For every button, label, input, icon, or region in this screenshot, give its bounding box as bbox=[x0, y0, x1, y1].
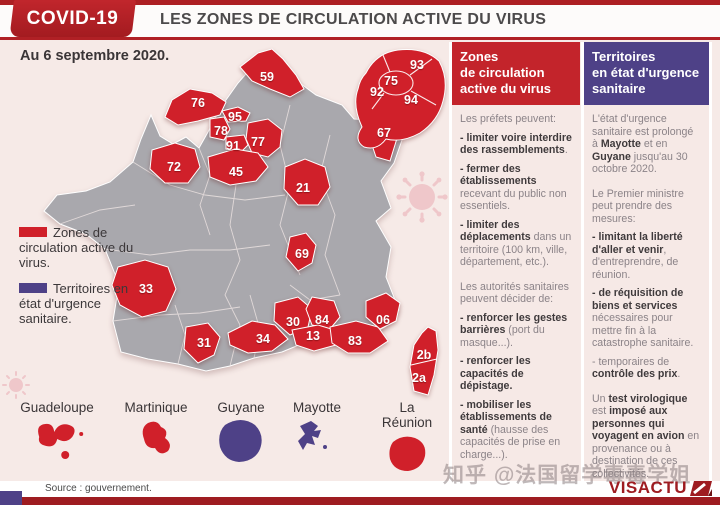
paragraph: - renforcer les gestes barrières (port d… bbox=[460, 311, 568, 349]
panel-urgence-title: Territoires en état d'urgence sanitaire bbox=[584, 42, 709, 106]
dept-shape-78 bbox=[209, 116, 231, 141]
corsica-divider bbox=[410, 358, 438, 366]
paragraph: Les autorités sanitaires peuvent décider… bbox=[460, 280, 569, 306]
dept-shape-59 bbox=[239, 48, 305, 98]
dept-shape-77 bbox=[245, 118, 283, 158]
paragraph: - de réquisition de biens et services né… bbox=[592, 287, 694, 350]
guyane-shape bbox=[219, 420, 262, 462]
panel-urgence-body: L'état d'urgence sanitaire est prolongé … bbox=[584, 105, 709, 490]
overseas-territories-row: Guadeloupe Martinique Guyane bbox=[0, 400, 452, 480]
zones-swatch bbox=[19, 227, 47, 237]
territory-guadeloupe: Guadeloupe bbox=[20, 400, 94, 470]
panel-title-line: en état d'urgence bbox=[592, 65, 700, 81]
paragraph: Les préfets peuvent: bbox=[460, 113, 556, 126]
dept-shape-31 bbox=[183, 322, 221, 364]
legend-item-zones: Zones de circulation active du virus. bbox=[19, 225, 137, 271]
panel-title-line: Territoires bbox=[592, 49, 656, 64]
panel-zones-title: Zones de circulation active du virus bbox=[452, 42, 580, 106]
territory-guyane: Guyane bbox=[209, 400, 273, 470]
dept-shape-76 bbox=[164, 88, 227, 126]
panel-title-line: sanitaire bbox=[592, 81, 646, 97]
dept-shape-69 bbox=[285, 232, 317, 272]
visactu-logo: VISACTU bbox=[609, 478, 712, 498]
dept-shape-21 bbox=[283, 158, 331, 206]
virus-icon-small bbox=[2, 371, 30, 399]
territory-name: Guyane bbox=[217, 400, 265, 415]
mayotte-shape bbox=[298, 421, 327, 450]
territory-la-reunion: La Réunion bbox=[375, 400, 439, 485]
paragraph: Un test virologique est imposé aux perso… bbox=[592, 392, 700, 480]
inset-borders bbox=[371, 54, 437, 110]
panel-zones-body: Les préfets peuvent: - limiter voire int… bbox=[452, 105, 580, 471]
dept-shape-34 bbox=[227, 320, 289, 354]
paragraph: - limitant la liberté d'aller et venir, … bbox=[592, 231, 683, 281]
paragraph: - fermer des établissements recevant du … bbox=[460, 162, 567, 213]
virus-icon bbox=[396, 171, 448, 223]
france-map bbox=[2, 48, 448, 399]
panel-title-line: Zones bbox=[460, 49, 499, 64]
paragraph: - limiter des déplacements dans un terri… bbox=[460, 218, 572, 269]
date-label: Au 6 septembre 2020. bbox=[20, 48, 170, 64]
legend-zones-label: Zones de circulation active du virus. bbox=[19, 225, 134, 270]
paragraph: L'état d'urgence sanitaire est prolongé … bbox=[592, 113, 694, 176]
dept-shape-91 bbox=[225, 134, 249, 154]
territoires-swatch bbox=[19, 282, 47, 293]
covid-badge-label: COVID-19 bbox=[26, 7, 119, 29]
la-reunion-shape bbox=[389, 436, 426, 471]
paragraph: Le Premier ministre peut prendre des mes… bbox=[592, 187, 684, 225]
watermark-text: 知乎 @法国留学毒毒学姐 bbox=[443, 464, 692, 487]
dept-shape-06 bbox=[365, 292, 401, 330]
paris-region-inset bbox=[355, 49, 446, 149]
dept-shape-33 bbox=[111, 259, 177, 318]
paragraph: - renforcer les capacités de dépistage. bbox=[460, 355, 531, 393]
paragraph: - mobiliser les établissements de santé … bbox=[460, 398, 561, 461]
footer-strip: Source : gouvernement. bbox=[0, 481, 720, 497]
martinique-shape bbox=[142, 421, 170, 454]
paragraph: - limiter voire interdire des rassemblem… bbox=[460, 131, 572, 157]
legend-territoires-label: Territoires en état d'urgence sanitaire. bbox=[19, 280, 129, 326]
territory-martinique: Martinique bbox=[124, 400, 188, 470]
territory-name: La Réunion bbox=[381, 400, 433, 430]
legend-item-territoires: Territoires en état d'urgence sanitaire. bbox=[19, 280, 137, 327]
paragraph: - temporaires de contrôle des prix. bbox=[592, 355, 681, 381]
department-borders bbox=[59, 104, 341, 367]
territory-mayotte: Mayotte bbox=[285, 400, 349, 470]
dept-shape-72 bbox=[149, 142, 201, 184]
dept-shape-corsica bbox=[409, 326, 439, 396]
guadeloupe-shape bbox=[37, 423, 83, 459]
territory-name: Mayotte bbox=[292, 400, 342, 415]
covid-badge: COVID-19 bbox=[9, 0, 137, 37]
panel-title-line: active du virus bbox=[460, 81, 552, 97]
dept-shape-95 bbox=[221, 106, 251, 123]
bottom-red-bar bbox=[0, 497, 720, 505]
territory-name: Martinique bbox=[124, 400, 188, 415]
dept-shape-83 bbox=[329, 320, 389, 354]
page-title: LES ZONES DE CIRCULATION ACTIVE DU VIRUS bbox=[160, 11, 547, 28]
visactu-logo-text: VISACTU bbox=[608, 478, 687, 497]
source-label: Source : gouvernement. bbox=[45, 483, 152, 494]
corner-purple-square bbox=[0, 491, 22, 505]
panel-urgence: Territoires en état d'urgence sanitaire … bbox=[581, 42, 712, 481]
panel-zones: Zones de circulation active du virus Les… bbox=[449, 42, 580, 481]
visactu-logo-icon bbox=[690, 480, 712, 496]
dept-shape-45 bbox=[207, 148, 269, 186]
territory-name: Guadeloupe bbox=[20, 400, 94, 415]
map-legend: Zones de circulation active du virus. Te… bbox=[19, 225, 137, 338]
top-red-bar bbox=[0, 0, 720, 5]
panel-title-line: de circulation bbox=[460, 65, 545, 81]
